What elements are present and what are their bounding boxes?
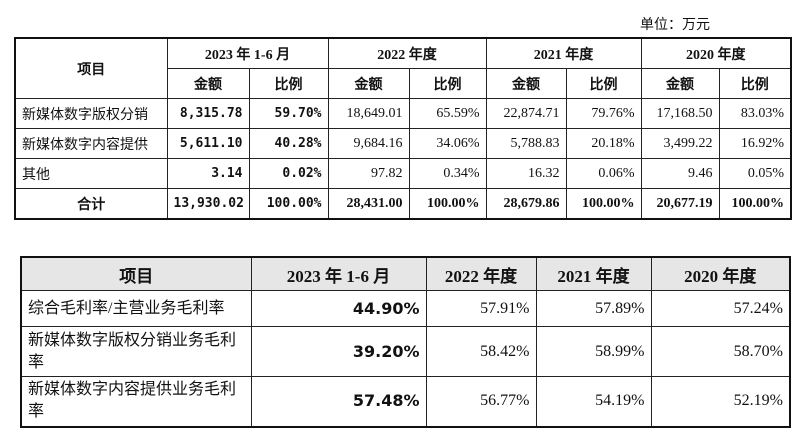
unit-note: 单位：万元 [640,18,710,33]
cell: 57.24% [650,290,791,327]
cell: 22,874.71 [485,98,567,129]
cell: 新媒体数字版权分销业务毛利率 [20,326,252,377]
cell: 综合毛利率/主营业务毛利率 [20,290,252,327]
cell: 57.89% [535,290,652,327]
cell: 17,168.50 [640,98,720,129]
cell: 58.99% [535,326,652,377]
header-cell: 2023 年 1-6 月 [250,256,427,291]
header-row: 项目 2023 年 1-6 月 2022 年度 2021 年度 2020 年度 [14,37,792,99]
cell: 5,611.10 [166,128,250,159]
cell: 100.00% [408,188,487,220]
cell: 100.00% [248,188,329,220]
cell: 58.42% [425,326,537,377]
cell: 28,679.86 [485,188,567,220]
header-cell: 项目 [14,37,168,99]
cell: 100.00% [565,188,642,220]
subheader-cell: 比例 [718,68,792,99]
cell: 79.76% [565,98,642,129]
subheader-cell: 金额 [485,68,567,99]
header-cell: 项目 [20,256,252,291]
cell: 16.92% [718,128,792,159]
cell: 5,788.83 [485,128,567,159]
cell: 57.48% [250,376,427,427]
cell: 8,315.78 [166,98,250,129]
data-row: 新媒体数字版权分销业务毛利率 39.20% 58.42% 58.99% 58.70% [20,326,791,377]
cell: 3,499.22 [640,128,720,159]
data-row: 新媒体数字内容提供业务毛利率 57.48% 56.77% 54.19% 52.19% [20,376,791,427]
cell: 9,684.16 [327,128,410,159]
header-row: 项目 2023 年 1-6 月 2022 年度 2021 年度 2020 年度 [20,256,791,291]
subheader-cell: 金额 [327,68,410,99]
data-row: 合计 13,930.02 100.00% 28,431.00 100.00% 28,679… [14,188,792,220]
cell: 100.00% [718,188,792,220]
cell: 0.34% [408,158,487,189]
cell: 59.70% [248,98,329,129]
cell: 40.28% [248,128,329,159]
cell: 58.70% [650,326,791,377]
subheader-cell: 金额 [640,68,720,99]
cell: 65.59% [408,98,487,129]
cell: 20,677.19 [640,188,720,220]
header-cell: 2022 年度 [327,37,487,69]
subheader-cell: 比例 [248,68,329,99]
cell: 39.20% [250,326,427,377]
cell: 新媒体数字内容提供 [14,128,168,159]
cell: 56.77% [425,376,537,427]
cell: 44.90% [250,290,427,327]
header-cell: 2023 年 1-6 月 [166,37,329,69]
cell: 9.46 [640,158,720,189]
header-cell: 2021 年度 [485,37,642,69]
margin-table: 项目 2023 年 1-6 月 2022 年度 2021 年度 2020 年度 综合毛利率… [20,256,791,428]
revenue-table: 项目 2023 年 1-6 月 2022 年度 2021 年度 2020 年度 金额 比例金… [14,37,793,220]
data-row: 新媒体数字版权分销 8,315.78 59.70% 18,649.01 65.59% 22… [14,98,792,129]
cell: 20.18% [565,128,642,159]
header-cell: 2020 年度 [640,37,792,69]
cell: 新媒体数字内容提供业务毛利率 [20,376,252,427]
header-cell: 2022 年度 [425,256,537,291]
data-row: 其他 3.14 0.02% 97.82 0.34% 16.32 0.06% 9.46 0.05% [14,158,792,189]
cell: 其他 [14,158,168,189]
cell: 0.06% [565,158,642,189]
cell: 28,431.00 [327,188,410,220]
cell: 新媒体数字版权分销 [14,98,168,129]
data-row: 新媒体数字内容提供 5,611.10 40.28% 9,684.16 34.06% 5,7… [14,128,792,159]
cell: 97.82 [327,158,410,189]
cell: 52.19% [650,376,791,427]
cell: 54.19% [535,376,652,427]
cell: 0.02% [248,158,329,189]
header-cell: 2020 年度 [650,256,791,291]
cell: 3.14 [166,158,250,189]
cell: 合计 [14,188,168,220]
subheader-cell: 比例 [565,68,642,99]
cell: 13,930.02 [166,188,250,220]
cell: 57.91% [425,290,537,327]
cell: 34.06% [408,128,487,159]
subheader-row: 金额 比例 金额 比例 金额 比例 金额 比例 [15,68,792,99]
cell: 18,649.01 [327,98,410,129]
data-row: 综合毛利率/主营业务毛利率 44.90% 57.91% 57.89% 57.24% [20,290,791,327]
cell: 0.05% [718,158,792,189]
subheader-cell: 比例 [408,68,487,99]
cell: 83.03% [718,98,792,129]
header-cell: 2021 年度 [535,256,652,291]
subheader-cell: 金额 [166,68,250,99]
cell: 16.32 [485,158,567,189]
